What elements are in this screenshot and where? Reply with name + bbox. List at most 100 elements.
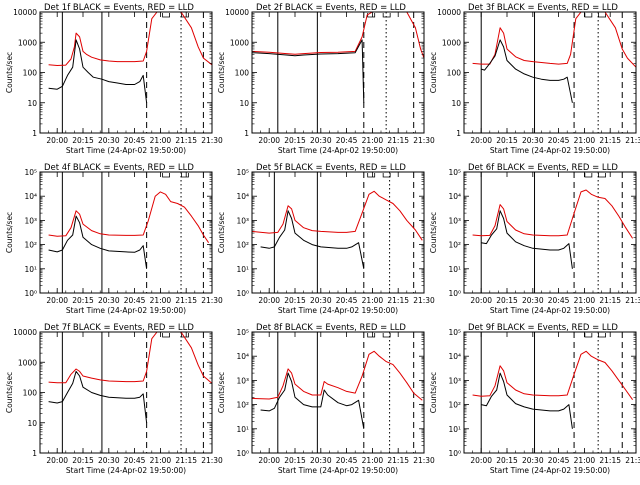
panel-5-top-marker-1 — [367, 173, 376, 178]
panel-1-ylabel: Counts/sec — [5, 52, 14, 93]
panel-5-series-black — [260, 210, 365, 269]
panel-7-xtick-label-1: 20:15 — [72, 456, 94, 465]
panel-5-ytick-label-5: 10⁵ — [236, 168, 249, 177]
panel-9-frame — [463, 331, 637, 454]
panel-4-xtick-label-0: 20:00 — [46, 296, 68, 305]
panel-7-ytick-label-3: 1000 — [18, 358, 37, 367]
panel-1-ytick-label-4: 10000 — [13, 8, 37, 17]
panel-3-title: Det 3f BLACK = Events, RED = LLD — [468, 3, 618, 13]
panel-9-ytick-label-5: 10⁵ — [448, 328, 461, 337]
panel-2-xtick-label-3: 20:45 — [336, 136, 358, 145]
panel-6-xtick-label-0: 20:00 — [470, 296, 492, 305]
panel-5-xtick-label-0: 20:00 — [258, 296, 280, 305]
panel-1-xtick-label-0: 20:00 — [46, 136, 68, 145]
panel-7-top-marker-1 — [162, 333, 170, 338]
panel-3-xtick-label-6: 21:30 — [625, 136, 640, 145]
panel-6-top-marker-2 — [598, 173, 606, 178]
panel-3-xtick-label-5: 21:15 — [599, 136, 621, 145]
panel-8-xtick-label-2: 20:30 — [310, 456, 332, 465]
panel-2-ytick-label-2: 100 — [235, 69, 250, 78]
panel-7-series-red — [48, 332, 212, 384]
panel-1-ytick-label-1: 10 — [27, 99, 37, 108]
panel-4-top-marker-2 — [181, 173, 189, 178]
panel-8-ytick-label-3: 10³ — [236, 376, 249, 385]
panel-3-ylabel: Counts/sec — [429, 52, 438, 93]
panel-7-ytick-label-2: 100 — [23, 389, 38, 398]
panel-9-xtick-label-4: 21:00 — [574, 456, 596, 465]
panel-9-time-markers — [480, 332, 623, 453]
panel-4-ytick-label-3: 10³ — [24, 216, 37, 225]
panel-2-ytick-label-4: 10000 — [225, 8, 249, 17]
panel-6-ytick-label-2: 10² — [448, 241, 461, 250]
panel-4-xtick-label-4: 21:00 — [150, 296, 172, 305]
panel-8-title: Det 8f BLACK = Events, RED = LLD — [256, 323, 406, 333]
panel-5-xtick-label-6: 21:30 — [413, 296, 435, 305]
panel-2-xtick-label-1: 20:15 — [284, 136, 306, 145]
panel-2-ylabel: Counts/sec — [217, 52, 226, 93]
panel-1-xtick-label-6: 21:30 — [201, 136, 223, 145]
panel-4-ytick-label-1: 10¹ — [24, 265, 37, 274]
panel-9-title: Det 9f BLACK = Events, RED = LLD — [468, 323, 618, 333]
panel-7: Det 7f BLACK = Events, RED = LLD 1 10 100 10… — [5, 323, 223, 475]
panel-6-xtick-label-6: 21:30 — [625, 296, 640, 305]
panel-6-ytick-label-5: 10⁵ — [448, 168, 461, 177]
panel-6-ytick-label-3: 10³ — [448, 216, 461, 225]
panel-6-ylabel: Counts/sec — [429, 212, 438, 253]
panel-8-time-markers — [277, 332, 415, 453]
panel-8-top-marker-1 — [367, 333, 376, 338]
panel-2-xtick-label-6: 21:30 — [413, 136, 435, 145]
panel-8-xtick-label-1: 20:15 — [284, 456, 306, 465]
panel-2-xtick-label-5: 21:15 — [387, 136, 409, 145]
panel-5-xtick-label-3: 20:45 — [336, 296, 358, 305]
panel-5-xtick-label-4: 21:00 — [362, 296, 384, 305]
panel-9-xlabel: Start Time (24-Apr-02 19:50:00) — [490, 466, 610, 475]
panel-3-series-black — [481, 39, 573, 103]
panel-4: Det 4f BLACK = Events, RED = LLD 10⁰ 10¹ 10… — [5, 163, 223, 315]
panel-3-xtick-label-4: 21:00 — [574, 136, 596, 145]
panel-8-xlabel: Start Time (24-Apr-02 19:50:00) — [278, 466, 398, 475]
panel-6-top-marker-1 — [584, 173, 593, 178]
panel-7-xtick-label-0: 20:00 — [46, 456, 68, 465]
panel-8-ytick-label-1: 10¹ — [236, 425, 249, 434]
panel-9-ytick-label-0: 10⁰ — [448, 449, 461, 458]
panel-1-time-markers — [61, 12, 204, 133]
panel-5-top-marker-2 — [382, 173, 391, 178]
panel-6-ytick-label-0: 10⁰ — [448, 289, 461, 298]
panel-2-top-marker-2 — [382, 13, 391, 18]
panel-2-xtick-label-0: 20:00 — [258, 136, 280, 145]
panel-1-xtick-label-2: 20:30 — [98, 136, 120, 145]
panel-4-ylabel: Counts/sec — [5, 212, 14, 253]
panel-6-xtick-label-1: 20:15 — [496, 296, 518, 305]
panel-9-ytick-label-3: 10³ — [448, 376, 461, 385]
panel-7-top-marker-2 — [181, 333, 189, 338]
panel-4-top-marker-1 — [162, 173, 170, 178]
panel-3-xtick-label-2: 20:30 — [522, 136, 544, 145]
panel-9-series-black — [481, 372, 573, 429]
panel-7-frame — [39, 331, 213, 454]
panel-6-xtick-label-3: 20:45 — [548, 296, 570, 305]
panel-8-ytick-label-4: 10⁴ — [236, 352, 249, 361]
panel-6-frame — [463, 171, 637, 294]
panel-4-series-red — [48, 191, 210, 243]
panel-7-ytick-label-4: 10000 — [13, 328, 37, 337]
panel-8-series-red — [252, 350, 423, 401]
panel-5-xtick-label-1: 20:15 — [284, 296, 306, 305]
panel-3-top-marker-1 — [584, 13, 593, 18]
panel-5-xtick-label-2: 20:30 — [310, 296, 332, 305]
panel-9-ylabel: Counts/sec — [429, 372, 438, 413]
panel-8-series-black — [260, 372, 365, 429]
panel-2-series-red — [252, 12, 424, 59]
panel-3-series-red — [472, 12, 636, 68]
panel-6-time-markers — [480, 172, 623, 293]
panel-1-series-red — [48, 12, 212, 66]
panel-4-series-black — [48, 215, 148, 269]
panel-3-xtick-label-3: 20:45 — [548, 136, 570, 145]
panel-5: Det 5f BLACK = Events, RED = LLD 10⁰ 10¹ 10… — [217, 163, 435, 315]
panel-4-xtick-label-6: 21:30 — [201, 296, 223, 305]
panel-8-xtick-label-6: 21:30 — [413, 456, 435, 465]
panel-9-ytick-label-4: 10⁴ — [448, 352, 461, 361]
panel-1-xlabel: Start Time (24-Apr-02 19:50:00) — [66, 146, 186, 155]
panel-9-xtick-label-5: 21:15 — [599, 456, 621, 465]
panel-3-ytick-label-0: 1 — [456, 129, 461, 138]
